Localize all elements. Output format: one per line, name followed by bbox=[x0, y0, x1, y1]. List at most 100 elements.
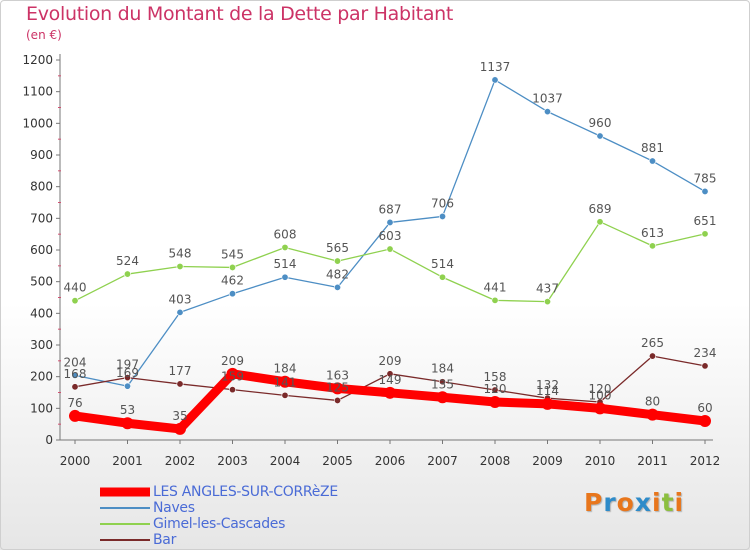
data-label-layer: 204 169 403 462 514 482 687 706 1137 1037 960 881 78… bbox=[64, 60, 717, 423]
data-label: 120 bbox=[484, 382, 507, 396]
data-point bbox=[384, 386, 396, 399]
data-point bbox=[124, 270, 132, 278]
data-point bbox=[386, 218, 394, 226]
y-tick-label: 500 bbox=[30, 275, 53, 289]
data-point bbox=[229, 263, 237, 271]
data-point bbox=[386, 245, 394, 253]
data-point bbox=[701, 187, 709, 195]
data-point bbox=[699, 415, 711, 427]
data-point bbox=[438, 212, 446, 220]
data-point bbox=[71, 383, 79, 391]
data-point bbox=[281, 243, 289, 251]
data-label: 1037 bbox=[532, 92, 563, 106]
series-les-angles-sur-corr-ze bbox=[69, 367, 711, 435]
data-point bbox=[543, 298, 551, 306]
y-tick-label: 300 bbox=[30, 338, 53, 352]
data-label: 35 bbox=[172, 409, 187, 423]
data-label: 565 bbox=[326, 241, 349, 255]
data-point bbox=[646, 408, 659, 421]
data-label: 169 bbox=[116, 366, 139, 380]
logo-letter: P bbox=[584, 488, 604, 517]
data-label: 100 bbox=[589, 388, 612, 402]
chart-subtitle: (en €) bbox=[26, 28, 62, 42]
data-label: 184 bbox=[431, 362, 454, 376]
data-label: 135 bbox=[431, 377, 454, 391]
data-point bbox=[71, 371, 79, 379]
data-label: 209 bbox=[379, 354, 402, 368]
data-label: 158 bbox=[484, 370, 507, 384]
data-point bbox=[491, 386, 499, 394]
legend-swatch bbox=[100, 507, 150, 509]
x-tick-label: 2002 bbox=[165, 454, 196, 468]
y-tick-label: 200 bbox=[30, 370, 53, 384]
data-point bbox=[436, 391, 449, 404]
data-point bbox=[333, 396, 341, 404]
y-tick-label: 1100 bbox=[22, 85, 53, 99]
data-label: 608 bbox=[274, 227, 297, 241]
data-label: 524 bbox=[116, 254, 139, 268]
data-point bbox=[543, 108, 551, 116]
data-point bbox=[124, 382, 132, 390]
data-point bbox=[333, 283, 341, 291]
x-tick-label: 2004 bbox=[270, 454, 301, 468]
data-label: 76 bbox=[67, 396, 82, 410]
y-tick-label: 900 bbox=[30, 148, 53, 162]
data-label: 197 bbox=[116, 358, 139, 372]
legend-swatch bbox=[100, 539, 150, 541]
data-label: 514 bbox=[431, 257, 454, 271]
data-point bbox=[176, 308, 184, 316]
data-point bbox=[648, 157, 656, 165]
data-point bbox=[648, 242, 656, 250]
data-label: 141 bbox=[274, 375, 297, 389]
data-label: 120 bbox=[589, 382, 612, 396]
data-label: 80 bbox=[645, 395, 660, 409]
data-point bbox=[331, 382, 344, 395]
data-label: 689 bbox=[589, 202, 612, 216]
data-point bbox=[279, 375, 291, 388]
legend-label: Bar bbox=[153, 532, 177, 548]
data-point bbox=[541, 397, 554, 410]
axes: 0 100 200 300 400 500 600 700 800 900 1000 1100 1200… bbox=[22, 53, 720, 468]
data-label: 960 bbox=[589, 116, 612, 130]
data-point bbox=[176, 380, 184, 388]
data-label: 163 bbox=[326, 368, 349, 382]
logo-letter: x bbox=[634, 488, 652, 517]
data-point bbox=[438, 273, 446, 281]
line-chart: 0 100 200 300 400 500 600 700 800 900 1000 1100 1200… bbox=[22, 53, 720, 468]
y-tick-label: 1200 bbox=[22, 53, 53, 67]
y-tick-label: 800 bbox=[30, 180, 53, 194]
x-tick-label: 2005 bbox=[322, 454, 353, 468]
data-point bbox=[176, 262, 184, 270]
x-tick-label: 2008 bbox=[480, 454, 511, 468]
data-point bbox=[701, 362, 709, 370]
data-label: 184 bbox=[274, 362, 297, 376]
legend-label: Naves bbox=[153, 500, 195, 516]
data-point bbox=[281, 391, 289, 399]
data-label: 60 bbox=[697, 401, 712, 415]
y-tick-label: 700 bbox=[30, 211, 53, 225]
logo-letter: o bbox=[616, 488, 635, 517]
data-label: 114 bbox=[536, 384, 559, 398]
data-point bbox=[229, 386, 237, 394]
legend-swatch bbox=[100, 487, 150, 497]
data-point bbox=[491, 296, 499, 304]
chart-title: Evolution du Montant de la Dette par Hab… bbox=[26, 3, 454, 25]
x-tick-label: 2001 bbox=[112, 454, 143, 468]
y-tick-label: 600 bbox=[30, 243, 53, 257]
data-label: 545 bbox=[221, 247, 244, 261]
data-point bbox=[124, 374, 132, 382]
data-label: 514 bbox=[274, 257, 297, 271]
data-point bbox=[333, 257, 341, 265]
x-tick-label: 2009 bbox=[532, 454, 563, 468]
data-label: 149 bbox=[379, 373, 402, 387]
x-tick-label: 2007 bbox=[427, 454, 458, 468]
data-label: 265 bbox=[641, 336, 664, 350]
proxiti-logo: Proxiti bbox=[584, 488, 684, 517]
data-point bbox=[226, 367, 239, 380]
data-label: 548 bbox=[169, 246, 192, 260]
data-label: 440 bbox=[64, 281, 87, 295]
data-point bbox=[701, 230, 709, 238]
data-label: 441 bbox=[484, 280, 507, 294]
series-gimel-les-cascades bbox=[71, 218, 709, 306]
data-label: 168 bbox=[64, 367, 87, 381]
